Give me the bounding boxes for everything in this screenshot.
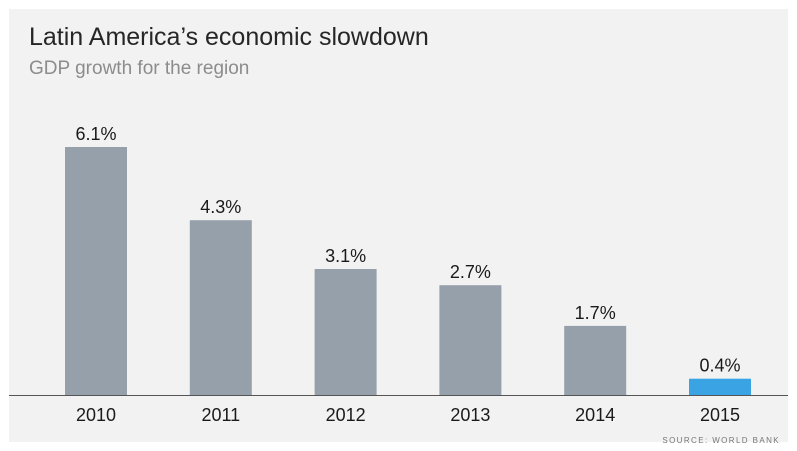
chart-subtitle: GDP growth for the region <box>29 58 250 79</box>
bar-2013 <box>439 285 502 395</box>
x-tick-2014: 2014 <box>575 405 615 425</box>
value-label-2015: 0.4% <box>699 356 740 376</box>
value-label-2012: 3.1% <box>325 246 366 266</box>
x-tick-2012: 2012 <box>326 405 366 425</box>
bar-2011 <box>189 220 252 395</box>
value-label-2010: 6.1% <box>75 124 116 144</box>
x-tick-2015: 2015 <box>700 405 740 425</box>
bar-2014 <box>564 325 627 395</box>
x-tick-2010: 2010 <box>76 405 116 425</box>
x-tick-2013: 2013 <box>450 405 490 425</box>
source-note: SOURCE: WORLD BANK <box>662 436 780 445</box>
value-label-2014: 1.7% <box>575 303 616 323</box>
x-tick-2011: 2011 <box>201 405 240 425</box>
value-label-2011: 4.3% <box>200 197 241 217</box>
bar-2010 <box>65 147 127 395</box>
bar-2015 <box>689 378 751 395</box>
chart-title: Latin America’s economic slowdown <box>29 23 429 51</box>
bar-2012 <box>314 269 377 395</box>
value-label-2013: 2.7% <box>450 262 491 282</box>
chart-background <box>9 9 788 442</box>
